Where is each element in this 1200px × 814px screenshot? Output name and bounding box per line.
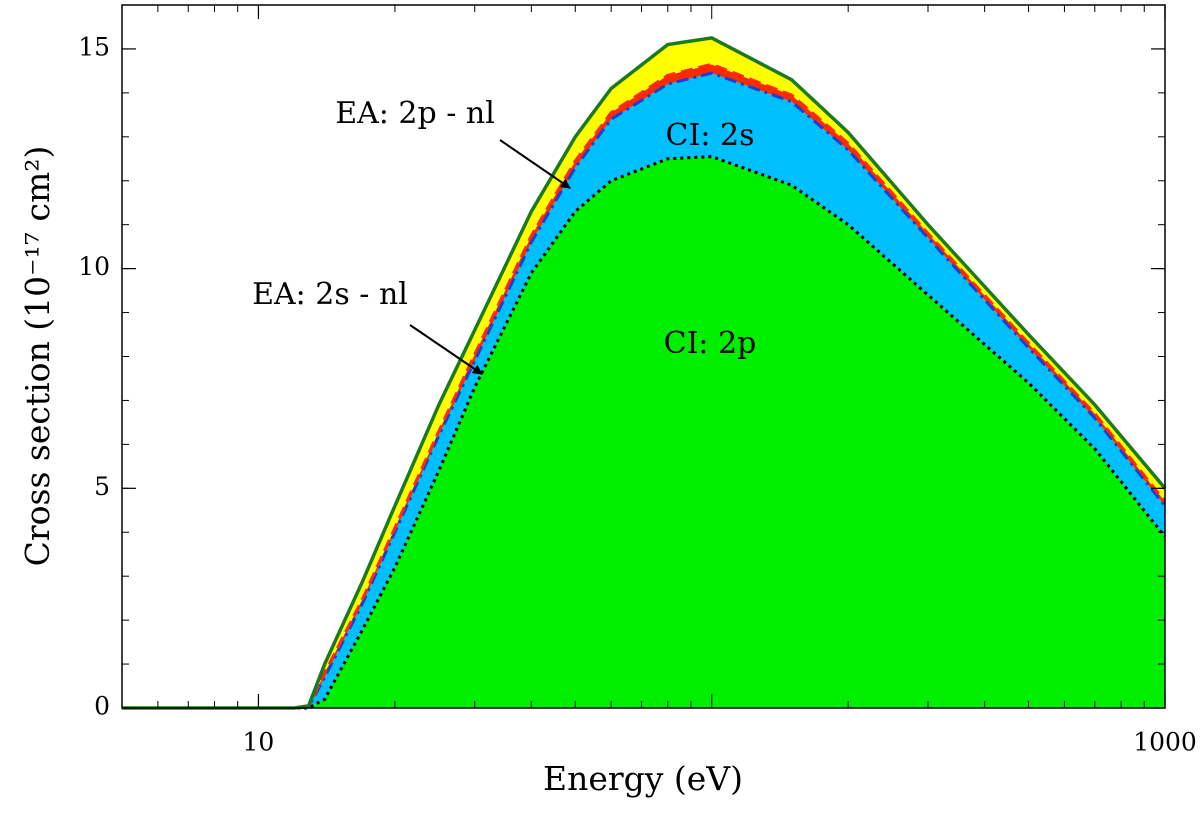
series-label: CI: 2s [666,118,755,153]
series-label: CI: 2p [664,326,757,361]
y-tick-label: 10 [78,252,110,281]
plot-layers [122,36,1167,710]
area-edge [122,62,1167,710]
series-label: EA: 2s - nl [252,277,408,312]
annotation-arrow [499,139,571,189]
x-tick-label: 1000 [1133,728,1197,757]
x-axis-title: Energy (eV) [543,759,743,798]
annotation-arrow [409,324,483,375]
y-tick-label: 15 [78,32,110,61]
y-tick-label: 0 [94,692,110,721]
x-tick-label: 10 [243,728,275,757]
area-layer [122,73,1165,708]
area-edge [122,36,1167,710]
y-axis-title: Cross section (10⁻¹⁷ cm²) [18,146,57,567]
area-layer [122,156,1165,709]
y-tick-label: 5 [94,472,110,501]
area-edge [122,155,1167,710]
series-label: EA: 2p - nl [335,96,495,131]
